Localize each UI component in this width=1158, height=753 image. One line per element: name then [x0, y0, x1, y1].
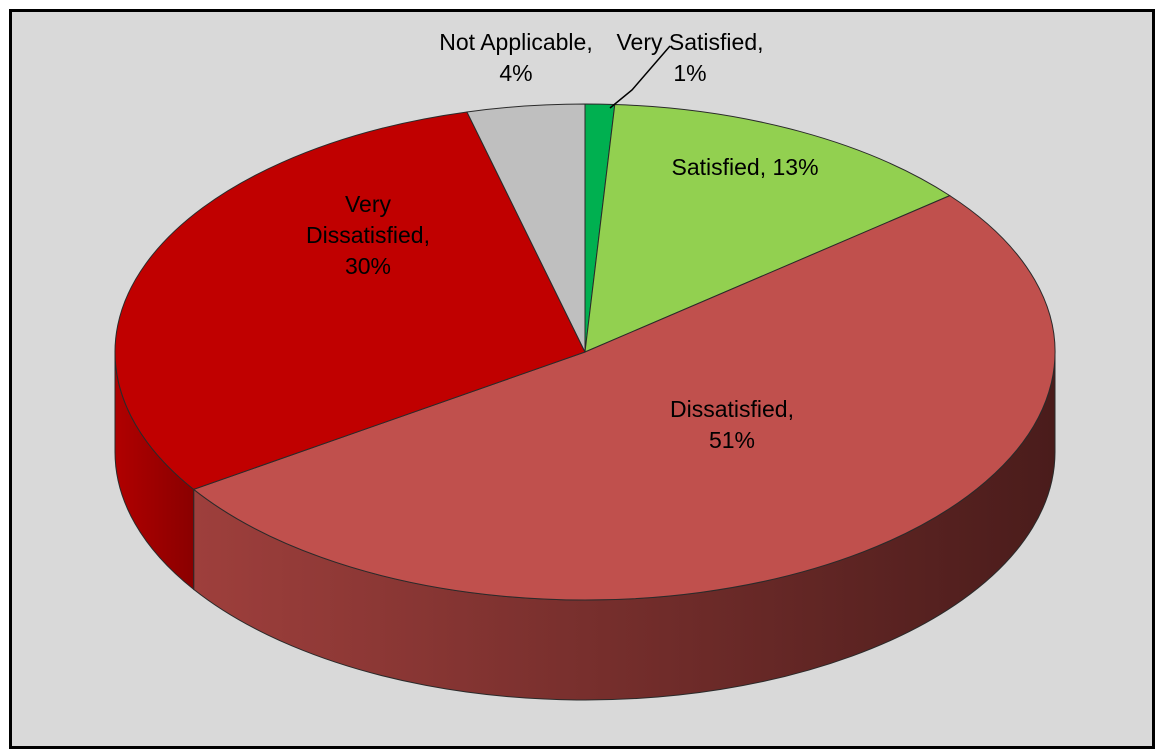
pie-label-not-applicable-name: Not Applicable,	[439, 29, 592, 55]
pie-slice-satisfied	[584, 103, 951, 353]
pie-label-not-applicable-value: 4%	[499, 60, 532, 86]
pie-label-very-dissatisfied-value: 30%	[345, 253, 391, 279]
pie-label-very-satisfied-value: 1%	[673, 60, 706, 86]
pie-chart: Very Satisfied, 1% Satisfied, 13% Dissatisf…	[114, 29, 1056, 701]
pie-label-very-dissatisfied-name-2: Dissatisfied,	[306, 222, 430, 248]
pie-slice-very-dissatisfied	[114, 111, 586, 490]
pie-label-dissatisfied-name: Dissatisfied,	[670, 396, 794, 422]
pie-labels: Very Satisfied, 1% Satisfied, 13% Dissatisf…	[306, 29, 819, 453]
pie-label-very-satisfied-leader-line	[609, 45, 671, 109]
pie-label-very-satisfied-name: Very Satisfied,	[616, 29, 763, 55]
chart-frame: Very Satisfied, 1% Satisfied, 13% Dissatisf…	[9, 9, 1155, 749]
pie-label-very-dissatisfied-name-1: Very	[345, 191, 392, 217]
pie-slice-not-applicable	[466, 103, 586, 353]
pie-label-satisfied: Satisfied, 13%	[671, 154, 818, 180]
pie-tops	[114, 103, 1056, 601]
pie-slice-dissatisfied	[192, 195, 1056, 601]
pie-label-dissatisfied-value: 51%	[709, 427, 755, 453]
